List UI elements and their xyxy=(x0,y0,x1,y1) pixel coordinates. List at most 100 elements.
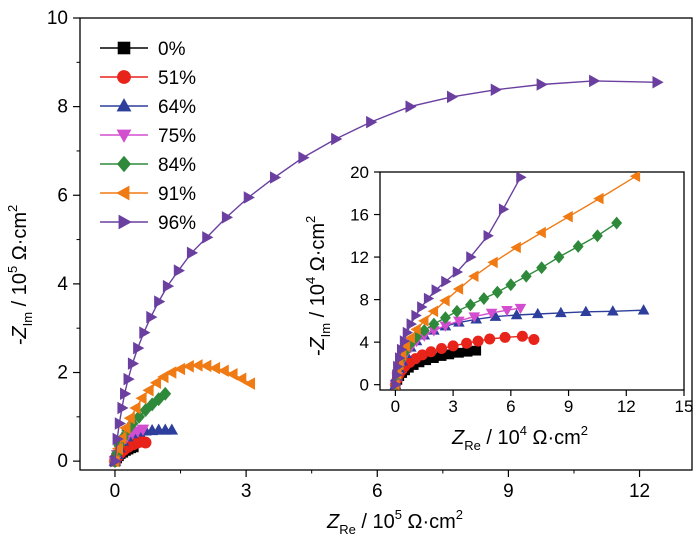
chart0-data-point xyxy=(243,377,256,390)
chart0-data-point xyxy=(149,376,162,389)
chart0-data-point xyxy=(589,74,601,88)
chart1-data-point xyxy=(410,323,421,336)
chart1-data-point xyxy=(471,345,482,356)
chart0-y-tick-label: 8 xyxy=(57,97,68,118)
chart0-data-point xyxy=(490,83,502,97)
chart1-data-point xyxy=(461,337,473,349)
chart1-data-point xyxy=(562,210,573,223)
chart1-data-point xyxy=(404,332,415,344)
chart1-data-point xyxy=(436,343,448,355)
legend-item-1: 51% xyxy=(100,68,196,89)
chart0-series-6 xyxy=(110,74,664,468)
chart0-data-point xyxy=(652,75,664,89)
chart1-data-point xyxy=(491,285,503,299)
chart1-data-point xyxy=(629,172,641,183)
chart0-data-point xyxy=(157,370,169,384)
chart1-data-point xyxy=(514,303,527,315)
chart0-data-point xyxy=(119,421,131,435)
chart0-data-point xyxy=(298,151,310,164)
chart0-x-tick-label: 6 xyxy=(372,481,383,502)
chart1-data-point xyxy=(464,298,476,312)
main-y-axis-title: -ZIm / 105 Ω·cm2 xyxy=(5,205,35,346)
legend-marker xyxy=(116,98,132,112)
chart1-data-point xyxy=(441,275,452,288)
chart0-data-point xyxy=(139,403,152,418)
chart1-x-tick-label: 6 xyxy=(506,397,515,416)
legend-item-2: 64% xyxy=(100,97,196,118)
chart1-data-point xyxy=(418,315,429,327)
chart0-data-point xyxy=(123,411,135,425)
chart1-data-point xyxy=(392,369,403,381)
chart1-data-point xyxy=(535,226,546,239)
chart0-data-point xyxy=(135,391,147,405)
main-x-axis-title: ZRe / 105 Ω·cm2 xyxy=(326,507,463,537)
chart0-y-tick-label: 0 xyxy=(57,451,68,472)
chart0-data-point xyxy=(243,191,255,204)
chart0-y-tick-label: 2 xyxy=(57,363,68,384)
chart0-data-point xyxy=(127,357,140,370)
chart1-x-tick-label: 12 xyxy=(617,397,636,416)
legend-item-0: 0% xyxy=(100,39,186,60)
chart0-data-point xyxy=(139,436,152,449)
legend-label: 84% xyxy=(158,155,196,176)
chart1-data-point xyxy=(399,335,411,347)
chart1-x-tick-label: 15 xyxy=(675,397,694,416)
chart0-data-point xyxy=(136,424,150,436)
chart0-data-point xyxy=(269,171,282,184)
chart1-data-point xyxy=(487,256,498,269)
chart0-x-tick-label: 3 xyxy=(241,481,252,502)
chart0-data-point xyxy=(208,361,221,375)
chart0-data-point xyxy=(186,246,199,260)
chart0-x-tick-label: 0 xyxy=(110,481,121,502)
inset-x-axis-title: ZRe / 104 Ω·cm2 xyxy=(451,423,588,453)
legend-item-4: 84% xyxy=(100,155,196,176)
legend-marker xyxy=(116,185,130,201)
chart1-data-point xyxy=(591,229,603,243)
chart0-data-point xyxy=(142,383,154,397)
chart0-data-point xyxy=(139,326,151,339)
chart0-data-point xyxy=(202,231,214,244)
chart1-y-tick-label: 4 xyxy=(360,333,369,352)
chart1-data-point xyxy=(580,305,592,317)
chart0-data-point xyxy=(235,372,247,385)
chart0-data-point xyxy=(129,401,141,415)
chart1-data-point xyxy=(447,340,459,352)
chart0-data-point xyxy=(536,78,548,91)
main-series xyxy=(108,74,664,469)
chart1-y-tick-label: 0 xyxy=(360,376,369,395)
legend-item-6: 96% xyxy=(100,213,196,234)
chart1-data-point xyxy=(452,283,464,295)
chart1-y-tick-label: 8 xyxy=(360,291,369,310)
chart1-data-point xyxy=(528,333,540,345)
chart1-data-point xyxy=(572,239,584,253)
chart0-data-point xyxy=(331,132,343,146)
chart0-data-point xyxy=(123,372,135,386)
chart1-data-point xyxy=(452,266,464,278)
chart0-data-point xyxy=(114,417,126,430)
chart1-data-point xyxy=(396,343,408,356)
chart1-data-point xyxy=(510,308,523,320)
chart1-data-point xyxy=(427,305,439,318)
legend-marker xyxy=(117,155,131,173)
chart0-data-point xyxy=(117,401,129,415)
chart1-data-point xyxy=(453,316,465,328)
chart1-data-point xyxy=(417,301,428,313)
legend-label: 0% xyxy=(158,39,186,60)
chart0-data-point xyxy=(112,432,124,446)
chart0-y-tick-label: 4 xyxy=(57,274,68,295)
chart0-data-point xyxy=(146,310,158,324)
chart1-data-point xyxy=(393,360,404,373)
chart0-data-point xyxy=(447,90,459,104)
chart1-data-point xyxy=(498,203,510,216)
chart0-data-point xyxy=(200,359,212,373)
chart0-data-point xyxy=(154,295,166,308)
chart1-data-point xyxy=(637,304,650,315)
chart0-x-tick-label: 9 xyxy=(503,481,514,502)
chart1-data-point xyxy=(395,352,406,364)
chart1-data-point xyxy=(478,292,490,305)
legend-marker xyxy=(116,129,132,143)
chart0-data-point xyxy=(366,115,378,129)
chart0-data-point xyxy=(162,279,175,293)
chart1-data-point xyxy=(555,306,567,318)
